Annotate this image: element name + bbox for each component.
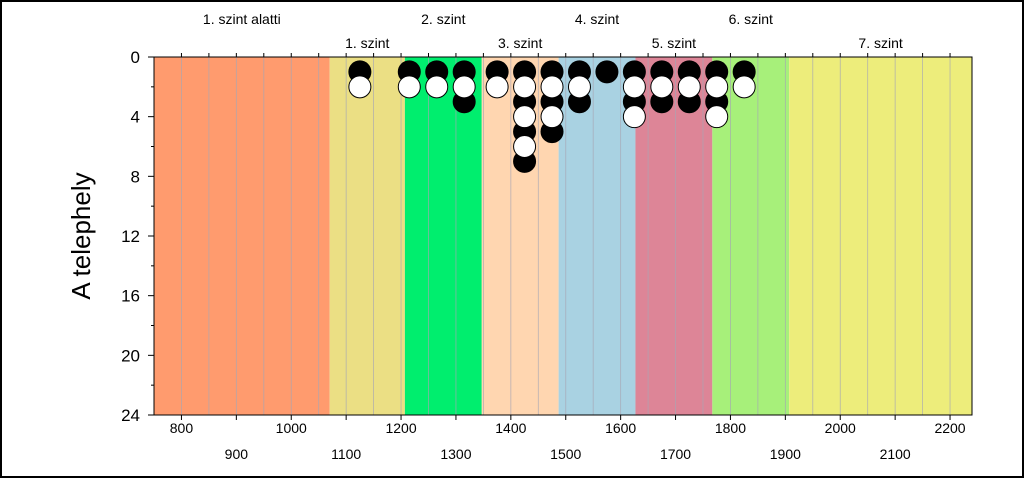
data-point-open <box>622 105 646 129</box>
y-axis-label: A telephely <box>66 172 96 299</box>
x-tick-label: 800 <box>170 420 194 436</box>
zone-label: 5. szint <box>652 35 696 51</box>
ticks-layer <box>148 53 951 420</box>
x-tick-label: 1800 <box>715 420 746 436</box>
data-point-open <box>567 75 591 99</box>
data-point-open <box>348 75 372 99</box>
x-tick-label: 1700 <box>660 446 691 462</box>
y-tick-label: 4 <box>131 108 140 127</box>
x-tick-label: 1200 <box>385 420 416 436</box>
data-point-open <box>452 75 476 99</box>
data-point-open <box>732 75 756 99</box>
labels-layer: 1. szint alatti 1. szint 2. szint 3. szint 4… <box>121 11 966 462</box>
data-point-open <box>705 75 729 99</box>
zone-label: 6. szint <box>729 11 773 27</box>
zone-band <box>329 57 405 415</box>
x-tick-label: 2000 <box>825 420 856 436</box>
data-point-filled <box>595 60 619 84</box>
data-point-open <box>513 105 537 129</box>
data-point-open <box>650 75 674 99</box>
zone-band <box>154 57 330 415</box>
zone-label: 1. szint <box>345 35 389 51</box>
data-point-open <box>540 75 564 99</box>
points-layer <box>348 60 756 173</box>
data-point-open <box>513 75 537 99</box>
x-tick-label: 2100 <box>880 446 911 462</box>
x-tick-label: 1000 <box>276 420 307 436</box>
data-point-open <box>705 105 729 129</box>
data-point-open <box>485 75 509 99</box>
zones-layer <box>154 57 972 415</box>
x-tick-label: 1600 <box>605 420 636 436</box>
x-tick-label: 1300 <box>440 446 471 462</box>
x-tick-label: 1400 <box>495 420 526 436</box>
data-point-open <box>677 75 701 99</box>
zone-band <box>558 57 636 415</box>
data-point-open <box>622 75 646 99</box>
zone-label: 2. szint <box>421 11 465 27</box>
x-tick-label: 1100 <box>331 446 361 462</box>
y-tick-label: 20 <box>121 346 140 365</box>
zone-band <box>404 57 482 415</box>
data-point-open <box>540 105 564 129</box>
zone-label: 3. szint <box>498 35 542 51</box>
zone-label: 7. szint <box>858 35 902 51</box>
x-tick-label: 2200 <box>934 420 965 436</box>
y-tick-label: 16 <box>121 287 140 306</box>
zone-label: 4. szint <box>575 11 619 27</box>
y-tick-label: 12 <box>121 227 140 246</box>
data-point-open <box>513 135 537 158</box>
y-tick-label: 0 <box>131 48 140 67</box>
x-tick-label: 900 <box>225 446 249 462</box>
x-tick-label: 1500 <box>550 446 581 462</box>
zone-band <box>635 57 713 415</box>
data-point-open <box>425 75 449 99</box>
grid-layer <box>181 57 951 415</box>
data-point-open <box>397 75 421 99</box>
zone-label: 1. szint alatti <box>203 11 281 27</box>
y-tick-label: 24 <box>121 406 140 425</box>
x-tick-label: 1900 <box>770 446 801 462</box>
y-tick-label: 8 <box>131 167 140 186</box>
zone-band <box>789 57 972 415</box>
